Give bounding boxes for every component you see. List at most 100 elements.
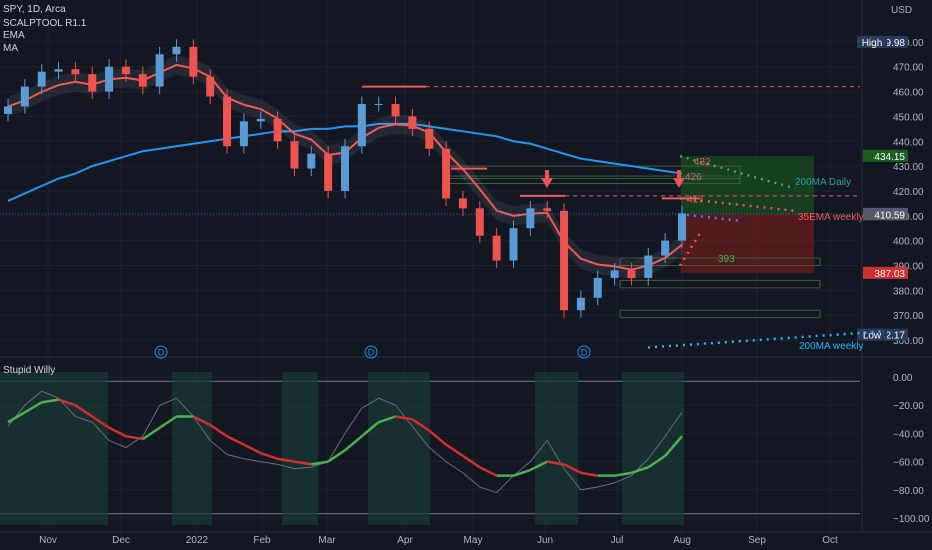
price-tick-label: 400.00 [893, 237, 924, 248]
price-tick-label: 430.00 [893, 162, 924, 173]
price-badge-label: High [862, 38, 883, 49]
price-tick-label: 480.00 [893, 38, 924, 49]
price-tick-label: 390.00 [893, 261, 924, 272]
osc-signal-segment [614, 471, 632, 477]
candle-body [543, 208, 552, 211]
ema-weekly-projection [679, 197, 796, 213]
dividend-marker: D [158, 348, 165, 358]
osc-signal-segment [647, 454, 666, 469]
osc-signal-segment [344, 435, 363, 452]
price-badge-value: 410.59 [874, 210, 905, 221]
price-badge [863, 208, 908, 221]
price-tick-label: 460.00 [893, 88, 924, 99]
osc-signal-segment [277, 457, 295, 463]
candle-body [425, 128, 434, 149]
indicator-ma[interactable]: MA [3, 43, 18, 54]
price-axis: 360.00 370.00 380.00 390.00 400.00 410.00 420.… [857, 35, 930, 525]
osc-signal-segment [91, 415, 110, 429]
price-tick-label: 380.00 [893, 286, 924, 297]
support-box [619, 309, 821, 319]
osc-tick-label: 0.00 [893, 373, 913, 384]
dividend-marker: D [368, 348, 375, 358]
candle-body [88, 74, 97, 92]
time-tick-label: Feb [253, 535, 271, 546]
candle-body [341, 146, 349, 191]
osc-zone [622, 372, 684, 525]
candle-body [206, 76, 215, 97]
osc-signal-segment [294, 460, 312, 466]
indicator-ema[interactable]: EMA [3, 30, 25, 41]
candle-body [492, 235, 501, 261]
osc-signal-segment [41, 398, 59, 404]
candle-body [644, 255, 653, 278]
price-tick-label: 370.00 [893, 311, 924, 322]
oscillator-zones [0, 372, 684, 525]
osc-signal-segment [311, 460, 329, 466]
candle-body [442, 148, 451, 199]
osc-signal-segment [327, 449, 346, 463]
level-label-426: 426 [685, 172, 702, 183]
trade-zones [448, 156, 821, 319]
osc-signal-segment [7, 411, 26, 424]
price-tick-label: 420.00 [893, 187, 924, 198]
osc-signal-segment [192, 415, 211, 427]
osc-signal-segment [74, 404, 93, 418]
oscillator-title[interactable]: Stupid Willy [3, 365, 56, 376]
price-series [4, 39, 686, 318]
loss-zone [681, 213, 814, 273]
time-tick-label: 2022 [186, 535, 209, 546]
osc-signal-segment [479, 466, 498, 477]
osc-zone [172, 372, 212, 525]
candle-body [458, 198, 467, 209]
level-label-417: 417 [687, 194, 704, 205]
candle-body [256, 118, 265, 122]
oscillator-lines [7, 390, 683, 494]
200ma-daily-label: 200MA Daily [795, 177, 851, 188]
candle-body [408, 116, 417, 129]
osc-signal-segment [58, 398, 76, 407]
osc-signal-segment [125, 434, 144, 441]
osc-signal-segment [513, 468, 531, 477]
price-badge-label: Low [863, 331, 882, 342]
candle-body [138, 74, 147, 87]
annotations: 432 426 417 393 200MA Daily 35EMA weekly 200MA… [0, 85, 886, 359]
osc-signal-segment [142, 426, 161, 441]
candle-body [4, 106, 12, 114]
time-tick-label: Apr [397, 535, 413, 546]
price-badge-value: 434.15 [874, 152, 905, 163]
level-label-393: 393 [718, 254, 735, 265]
osc-signal-segment [158, 415, 178, 429]
candle-body [391, 103, 400, 117]
price-badge-value: 387.03 [874, 269, 905, 280]
price-tick-label: 410.00 [893, 212, 924, 223]
support-box [619, 279, 821, 289]
time-tick-label: Jun [537, 535, 553, 546]
ma200-daily-line [7, 122, 683, 202]
indicator-scalptool[interactable]: SCALPTOOL R1.1 [3, 18, 87, 29]
time-tick-label: Mar [318, 535, 336, 546]
price-badge [863, 149, 908, 162]
candle-body [20, 86, 29, 107]
osc-signal-segment [462, 454, 481, 469]
currency-label: USD [891, 5, 913, 16]
35ema-weekly-label: 35EMA weekly [798, 212, 864, 223]
osc-zone [0, 372, 108, 525]
support-box [619, 257, 821, 266]
osc-signal-segment [664, 435, 683, 457]
osc-tick-label: −40.00 [893, 429, 924, 440]
level-label-432: 432 [694, 157, 711, 168]
price-tick-label: 440.00 [893, 137, 924, 148]
candle-body [374, 103, 383, 105]
candle-body [610, 270, 619, 278]
osc-signal-segment [260, 451, 278, 460]
candle-body [54, 69, 63, 72]
osc-signal-segment [24, 401, 43, 414]
osc-zone [368, 372, 430, 525]
chart-title: SPY, 1D, Arca [3, 4, 66, 15]
candle-body [593, 277, 602, 298]
osc-signal-segment [445, 443, 464, 457]
osc-signal-segment [243, 443, 262, 455]
candle-body [509, 228, 518, 261]
candle-body [678, 213, 686, 241]
